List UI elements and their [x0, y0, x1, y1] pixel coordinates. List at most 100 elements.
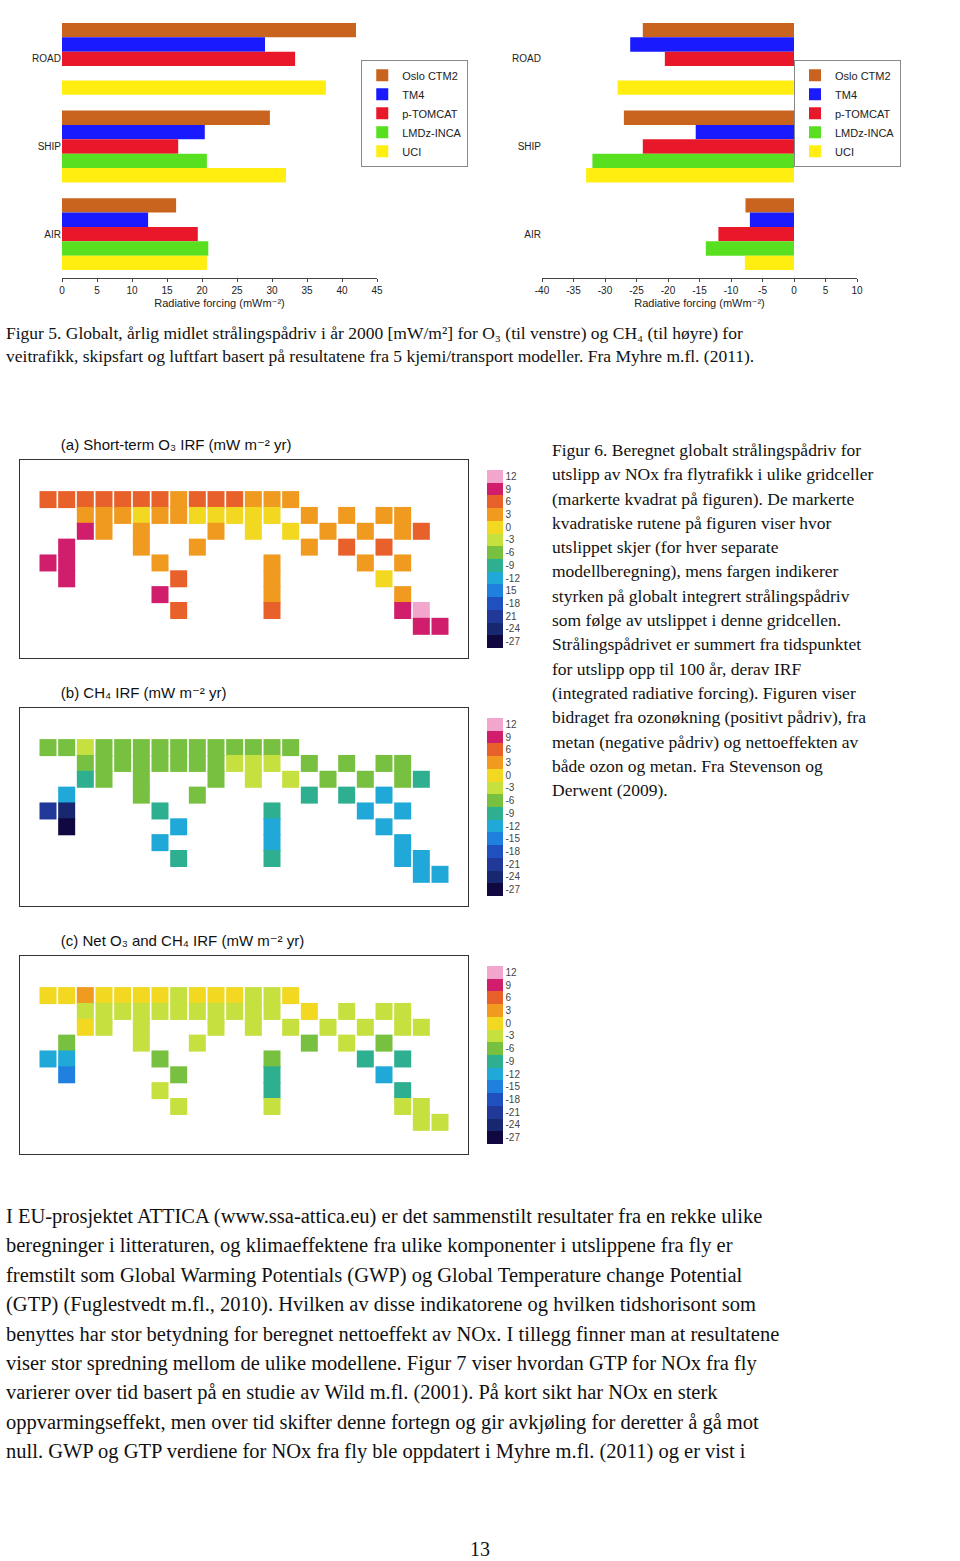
svg-text:-3: -3: [506, 782, 515, 793]
svg-text:0: 0: [506, 1018, 512, 1029]
svg-text:-12: -12: [506, 821, 521, 832]
svg-text:-18: -18: [506, 846, 521, 857]
svg-text:-15: -15: [692, 285, 707, 296]
html-text:varierer over tid basert på en: varierer over tid basert på en studie av…: [6, 1381, 718, 1404]
svg-text:9: 9: [506, 732, 512, 743]
svg-text:-18: -18: [506, 598, 521, 609]
svg-text:-6: -6: [506, 547, 515, 558]
svg-text:-24: -24: [506, 871, 521, 882]
svg-text:-6: -6: [506, 795, 515, 806]
svg-text:12: 12: [506, 471, 518, 482]
svg-text:UCI: UCI: [402, 146, 421, 158]
svg-text:(b) CH₄ IRF (mW m⁻² yr): (b) CH₄ IRF (mW m⁻² yr): [61, 684, 227, 701]
svg-text:LMDz-INCA: LMDz-INCA: [402, 127, 461, 139]
svg-text:-15: -15: [506, 1081, 521, 1092]
svg-text:40: 40: [336, 285, 348, 296]
svg-text:12: 12: [506, 719, 518, 730]
svg-text:UCI: UCI: [835, 146, 854, 158]
svg-text:-15: -15: [506, 833, 521, 844]
svg-text:Oslo CTM2: Oslo CTM2: [402, 70, 458, 82]
svg-text:p-TOMCAT: p-TOMCAT: [402, 108, 457, 120]
html-text:oppvarmingseffekt, men over ti: oppvarmingseffekt, men over tid skifter …: [6, 1410, 759, 1433]
html-text:kvadratiske rutene på figuren: kvadratiske rutene på figuren viser hvor: [552, 512, 832, 533]
svg-text:-3: -3: [506, 1030, 515, 1041]
html-text:utslipp av NOx fra flytrafikk: utslipp av NOx fra flytrafikk i ulike gr…: [552, 464, 874, 485]
svg-text:-35: -35: [566, 285, 581, 296]
svg-text:9: 9: [506, 484, 512, 495]
svg-text:Radiative forcing (mWm⁻²): Radiative forcing (mWm⁻²): [634, 297, 765, 309]
svg-text:10: 10: [126, 285, 138, 296]
svg-text:5: 5: [94, 285, 100, 296]
svg-text:-6: -6: [506, 1043, 515, 1054]
html-text:styrken på globalt integrert s: styrken på globalt integrert strålingspå…: [552, 585, 850, 606]
svg-text:TM4: TM4: [835, 89, 857, 101]
svg-text:-30: -30: [598, 285, 613, 296]
html-text:beregninger i litteraturen, og: beregninger i litteraturen, og klimaeffe…: [6, 1234, 733, 1257]
svg-text:-27: -27: [506, 884, 521, 895]
svg-text:0: 0: [791, 285, 797, 296]
svg-text:3: 3: [506, 757, 512, 768]
svg-text:Radiative forcing (mWm⁻²): Radiative forcing (mWm⁻²): [154, 297, 285, 309]
html-text:null. GWP og GTP verdiene for: null. GWP og GTP verdiene for NOx fra fl…: [6, 1440, 746, 1463]
svg-text:-3: -3: [506, 534, 515, 545]
svg-text:-20: -20: [661, 285, 676, 296]
svg-text:-18: -18: [506, 1094, 521, 1105]
svg-text:15: 15: [506, 585, 518, 596]
svg-text:-21: -21: [506, 859, 521, 870]
html-text:(GTP) (Fuglestvedt m.fl., 2010: (GTP) (Fuglestvedt m.fl., 2010). Hvilken…: [6, 1293, 756, 1316]
svg-text:ROAD: ROAD: [32, 53, 61, 64]
svg-text:(c) Net O₃ and CH₄ IRF (mW m⁻²: (c) Net O₃ and CH₄ IRF (mW m⁻² yr): [61, 932, 304, 949]
svg-text:SHIP: SHIP: [38, 141, 62, 152]
svg-text:-24: -24: [506, 623, 521, 634]
svg-text:-10: -10: [724, 285, 739, 296]
svg-text:6: 6: [506, 496, 512, 507]
svg-text:(a) Short-term O₃ IRF (mW m⁻²: (a) Short-term O₃ IRF (mW m⁻² yr): [61, 436, 292, 453]
svg-text:3: 3: [506, 1005, 512, 1016]
svg-text:-12: -12: [506, 1069, 521, 1080]
svg-text:p-TOMCAT: p-TOMCAT: [835, 108, 890, 120]
svg-text:0: 0: [506, 522, 512, 533]
svg-text:-9: -9: [506, 1056, 515, 1067]
svg-text:0: 0: [59, 285, 65, 296]
svg-text:12: 12: [506, 967, 518, 978]
svg-text:5: 5: [823, 285, 829, 296]
html-text:modellberegning), mens fargen: modellberegning), mens fargen indikerer: [552, 561, 839, 582]
svg-text:-25: -25: [629, 285, 644, 296]
svg-text:-40: -40: [535, 285, 550, 296]
svg-text:6: 6: [506, 992, 512, 1003]
svg-text:15: 15: [161, 285, 173, 296]
svg-text:30: 30: [266, 285, 278, 296]
html-text:som følge av utslippet i denne: som følge av utslippet i denne gridcelle…: [552, 610, 842, 631]
svg-text:-9: -9: [506, 560, 515, 571]
html-text:benyttes har stor betydning fo: benyttes har stor betydning for beregnet…: [6, 1322, 780, 1345]
svg-text:3: 3: [506, 509, 512, 520]
svg-text:21: 21: [506, 611, 518, 622]
svg-text:20: 20: [196, 285, 208, 296]
svg-text:TM4: TM4: [402, 89, 424, 101]
html-text:viser stor spredning mellom de: viser stor spredning mellom de ulike mod…: [6, 1352, 757, 1374]
svg-text:45: 45: [371, 285, 383, 296]
svg-text:AIR: AIR: [44, 229, 61, 240]
svg-text:-21: -21: [506, 1107, 521, 1118]
svg-text:-5: -5: [758, 285, 767, 296]
svg-text:9: 9: [506, 980, 512, 991]
svg-text:LMDz-INCA: LMDz-INCA: [835, 127, 894, 139]
svg-text:-27: -27: [506, 636, 521, 647]
svg-text:-24: -24: [506, 1119, 521, 1130]
html-text:fremstilt som Global Warming P: fremstilt som Global Warming Potentials …: [6, 1263, 743, 1286]
svg-text:25: 25: [231, 285, 243, 296]
svg-text:-9: -9: [506, 808, 515, 819]
svg-text:SHIP: SHIP: [518, 141, 542, 152]
html-text:(markerte kvadrat på figuren).: (markerte kvadrat på figuren). De marker…: [552, 488, 855, 509]
svg-text:-12: -12: [506, 573, 521, 584]
html-text:utslippet skjer (for hver sepa: utslippet skjer (for hver separate: [552, 537, 779, 558]
html-text:I EU-prosjektet ATTICA (www.ss: I EU-prosjektet ATTICA (www.ssa-attica.e…: [6, 1205, 763, 1227]
svg-text:-27: -27: [506, 1132, 521, 1143]
svg-text:AIR: AIR: [524, 229, 541, 240]
svg-text:ROAD: ROAD: [512, 53, 541, 64]
svg-text:0: 0: [506, 770, 512, 781]
svg-text:10: 10: [851, 285, 863, 296]
svg-text:6: 6: [506, 744, 512, 755]
svg-text:35: 35: [301, 285, 313, 296]
svg-text:Oslo CTM2: Oslo CTM2: [835, 70, 891, 82]
